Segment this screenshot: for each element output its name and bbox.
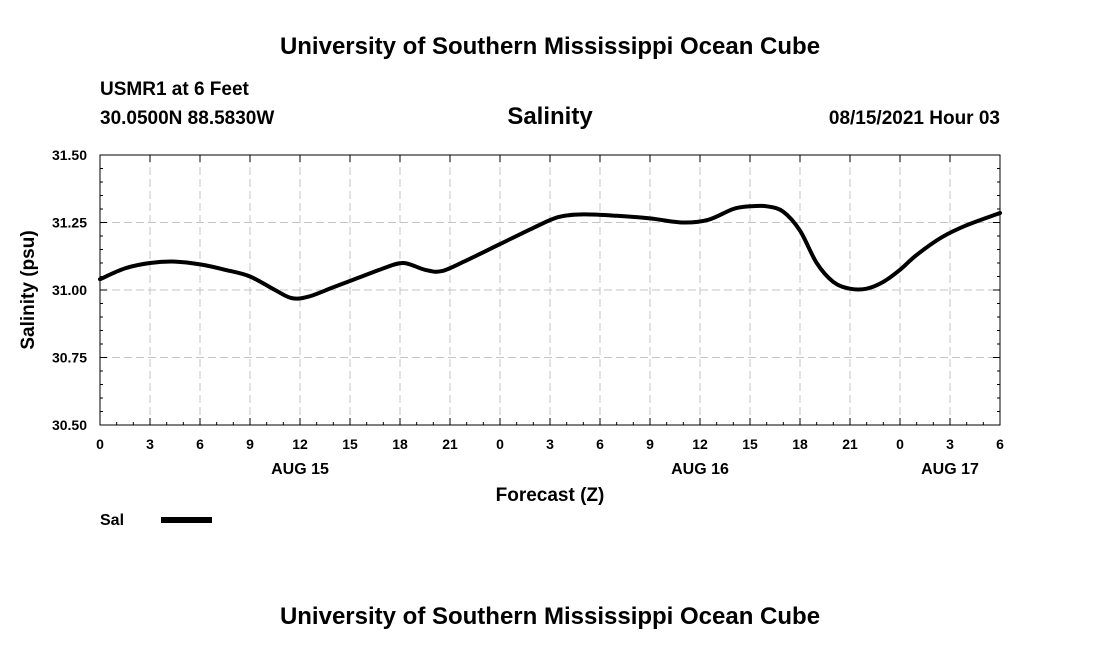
header-title: University of Southern Mississippi Ocean… bbox=[280, 33, 820, 60]
y-tick-label: 31.00 bbox=[52, 282, 87, 298]
x-tick-label: 3 bbox=[146, 436, 154, 452]
x-tick-label: 21 bbox=[842, 436, 858, 452]
x-tick-label: 3 bbox=[946, 436, 954, 452]
x-tick-label: 6 bbox=[596, 436, 604, 452]
x-date-label: AUG 15 bbox=[271, 461, 329, 478]
x-tick-label: 6 bbox=[196, 436, 204, 452]
y-tick-label: 31.50 bbox=[52, 147, 87, 163]
series-line-sal bbox=[98, 203, 1002, 301]
x-tick-label: 21 bbox=[442, 436, 458, 452]
forecast-datetime: 08/15/2021 Hour 03 bbox=[829, 108, 1000, 129]
footer-title: University of Southern Mississippi Ocean… bbox=[280, 603, 820, 630]
x-tick-label: 15 bbox=[742, 436, 758, 452]
chart-title: Salinity bbox=[507, 103, 593, 130]
x-tick-label: 15 bbox=[342, 436, 358, 452]
x-date-label: AUG 17 bbox=[921, 461, 979, 478]
x-tick-label: 9 bbox=[246, 436, 254, 452]
y-tick-label: 30.50 bbox=[52, 417, 87, 433]
station-coords: 30.0500N 88.5830W bbox=[100, 108, 274, 129]
x-tick-label: 0 bbox=[896, 436, 904, 452]
x-axis: 0 3 6 9 12 15 18 21 0 3 6 9 12 15 18 21 0 3 6 AUG 15 AUG 16 A… bbox=[96, 155, 1004, 478]
x-tick-label: 18 bbox=[792, 436, 808, 452]
x-tick-label: 0 bbox=[96, 436, 104, 452]
legend-label: Sal bbox=[100, 512, 124, 529]
y-tick-label: 31.25 bbox=[52, 215, 87, 231]
y-tick-label: 30.75 bbox=[52, 350, 87, 366]
station-label: USMR1 at 6 Feet bbox=[100, 79, 250, 100]
x-date-label: AUG 16 bbox=[671, 461, 729, 478]
x-tick-label: 6 bbox=[996, 436, 1004, 452]
y-axis: 31.50 31.25 31.00 30.75 30.50 bbox=[52, 147, 1000, 433]
y-axis-label: Salinity (psu) bbox=[18, 230, 39, 349]
grid-lines bbox=[100, 155, 1000, 425]
x-tick-label: 12 bbox=[692, 436, 708, 452]
x-tick-label: 12 bbox=[292, 436, 308, 452]
x-tick-label: 18 bbox=[392, 436, 408, 452]
x-tick-label: 9 bbox=[646, 436, 654, 452]
x-tick-label: 0 bbox=[496, 436, 504, 452]
x-tick-label: 3 bbox=[546, 436, 554, 452]
x-axis-label: Forecast (Z) bbox=[496, 485, 605, 506]
